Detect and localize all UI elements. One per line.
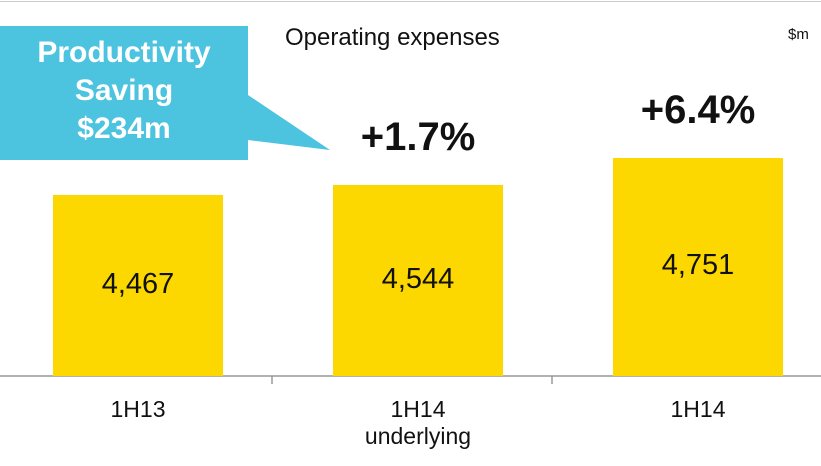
- x-tick-label: 1H14: [670, 396, 726, 422]
- change-label: +6.4%: [640, 88, 756, 133]
- callout-line: Saving: [74, 74, 174, 107]
- callout-text: Productivity Saving $234m: [0, 34, 248, 148]
- value-label: 4,467: [101, 267, 175, 300]
- callout-box: [0, 26, 330, 160]
- unit-label: $m: [788, 26, 809, 43]
- value-label: 4,544: [381, 262, 455, 295]
- bar: [333, 185, 503, 376]
- chart-title: Operating expenses: [285, 24, 500, 51]
- x-tick-label: 1H14 underlying: [364, 396, 472, 449]
- bar: [613, 158, 783, 376]
- x-tick-label: 1H13: [110, 396, 166, 422]
- callout-line: Productivity: [37, 36, 211, 69]
- change-label: +1.7%: [360, 115, 476, 160]
- bar: [53, 195, 223, 376]
- callout-line: $234m: [77, 112, 171, 145]
- value-label: 4,751: [661, 249, 735, 282]
- top-rule: [0, 1, 821, 2]
